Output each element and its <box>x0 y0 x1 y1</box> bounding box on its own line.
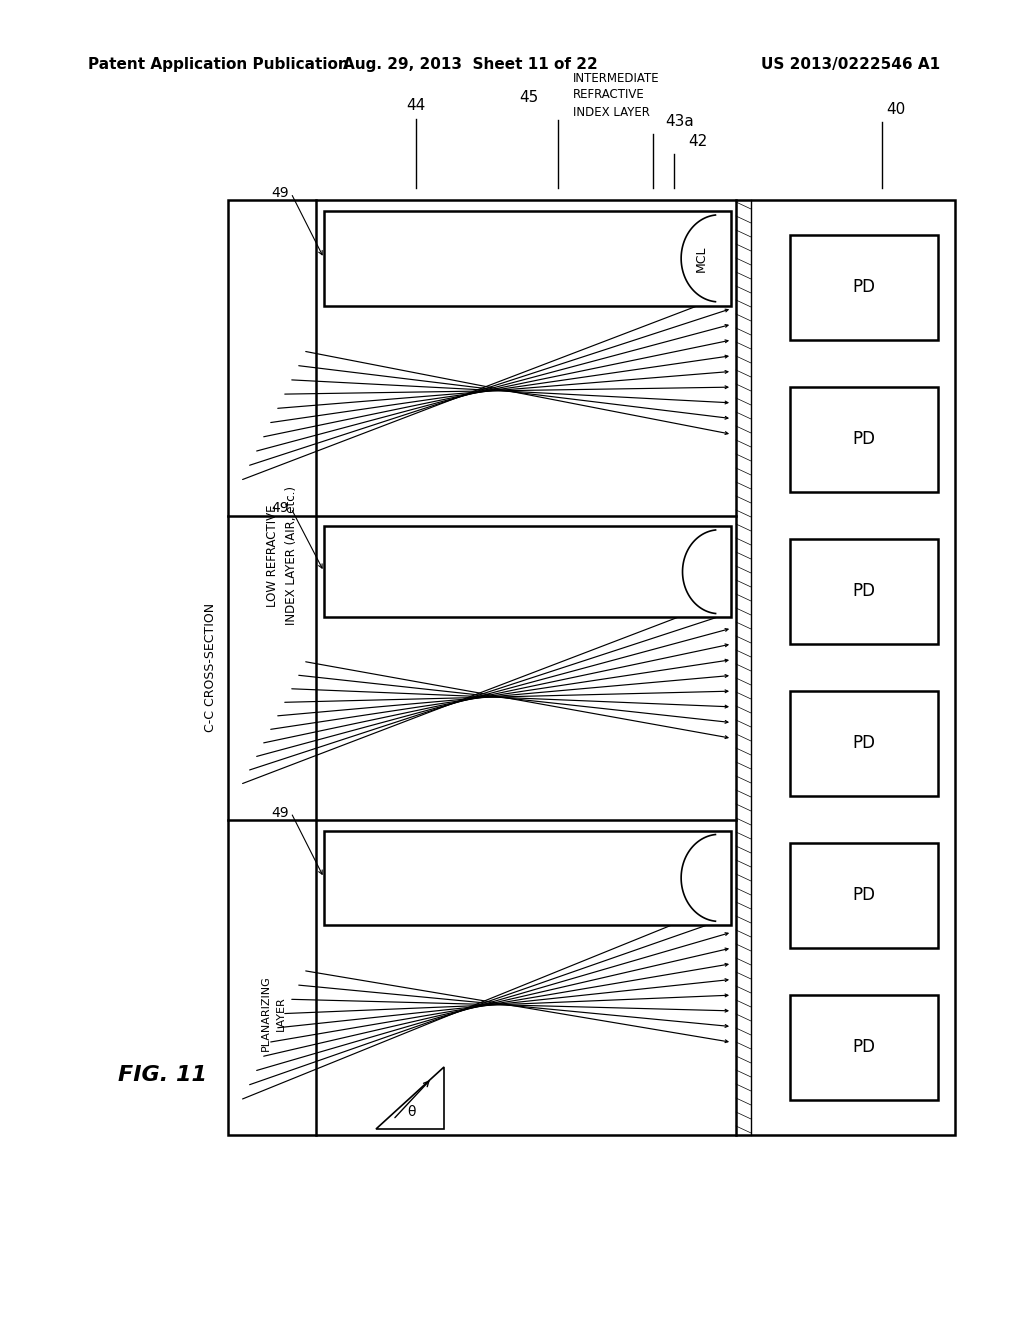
Text: 49: 49 <box>271 502 289 515</box>
Text: 43a: 43a <box>665 115 693 129</box>
Text: 40: 40 <box>886 103 905 117</box>
Text: θ: θ <box>408 1105 416 1118</box>
Text: INDEX LAYER: INDEX LAYER <box>573 106 650 119</box>
Bar <box>324 527 731 618</box>
Bar <box>790 539 938 644</box>
Text: PD: PD <box>853 582 876 601</box>
Text: INDEX LAYER (AIR, etc.): INDEX LAYER (AIR, etc.) <box>286 486 299 624</box>
Text: REFRACTIVE: REFRACTIVE <box>573 88 645 102</box>
Text: PD: PD <box>853 279 876 297</box>
Bar <box>790 235 938 341</box>
Text: Aug. 29, 2013  Sheet 11 of 22: Aug. 29, 2013 Sheet 11 of 22 <box>343 58 597 73</box>
Text: PD: PD <box>853 1039 876 1056</box>
Bar <box>790 387 938 492</box>
Text: PD: PD <box>853 430 876 449</box>
Bar <box>324 211 731 306</box>
Bar <box>324 830 731 925</box>
Text: 49: 49 <box>271 186 289 201</box>
Text: 49: 49 <box>271 805 289 820</box>
Text: PLANARIZING: PLANARIZING <box>261 975 271 1051</box>
Text: 44: 44 <box>407 98 426 112</box>
Text: FIG. 11: FIG. 11 <box>118 1065 207 1085</box>
Text: US 2013/0222546 A1: US 2013/0222546 A1 <box>761 58 940 73</box>
Text: PD: PD <box>853 734 876 752</box>
Text: 45: 45 <box>519 91 538 106</box>
Text: MCL: MCL <box>694 246 708 272</box>
Text: 42: 42 <box>688 135 708 149</box>
Text: PD: PD <box>853 887 876 904</box>
Bar <box>228 201 955 1135</box>
Bar <box>790 843 938 948</box>
Bar <box>790 690 938 796</box>
Text: LOW REFRACTIVE: LOW REFRACTIVE <box>265 504 279 607</box>
Bar <box>790 995 938 1100</box>
Text: Patent Application Publication: Patent Application Publication <box>88 58 349 73</box>
Text: LAYER: LAYER <box>276 997 286 1031</box>
Text: INTERMEDIATE: INTERMEDIATE <box>573 71 659 84</box>
Text: C-C CROSS-SECTION: C-C CROSS-SECTION <box>204 603 216 733</box>
